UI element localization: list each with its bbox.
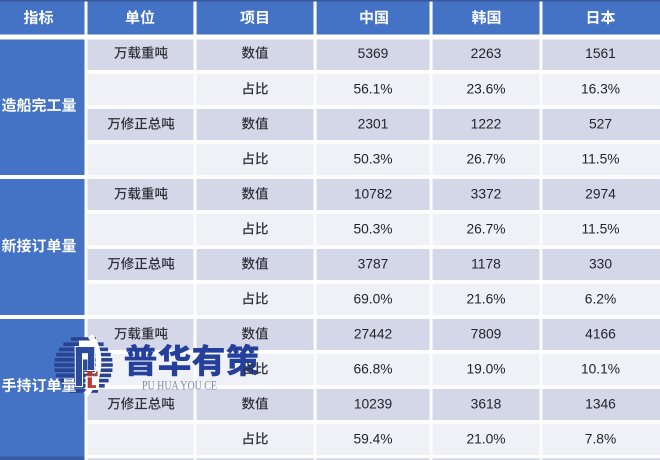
svg-text:19.0%: 19.0% — [466, 362, 505, 377]
svg-text:6.2%: 6.2% — [585, 292, 616, 307]
svg-text:21.0%: 21.0% — [466, 432, 505, 447]
svg-text:10782: 10782 — [354, 187, 392, 202]
svg-text:1346: 1346 — [585, 397, 616, 412]
svg-text:1178: 1178 — [471, 257, 501, 272]
svg-text:23.6%: 23.6% — [466, 82, 505, 97]
svg-text:3618: 3618 — [471, 397, 502, 412]
svg-text:16.3%: 16.3% — [581, 82, 620, 97]
svg-text:26.7%: 26.7% — [466, 152, 505, 167]
svg-text:66.8%: 66.8% — [353, 362, 392, 377]
svg-text:1561: 1561 — [585, 46, 616, 61]
svg-text:3787: 3787 — [358, 257, 389, 272]
svg-text:PU HUA YOU CE: PU HUA YOU CE — [142, 378, 217, 392]
svg-text:2974: 2974 — [585, 187, 616, 202]
svg-text:10239: 10239 — [354, 397, 393, 412]
svg-text:11.5%: 11.5% — [581, 222, 619, 237]
svg-text:4166: 4166 — [585, 327, 616, 342]
svg-text:3372: 3372 — [471, 187, 502, 202]
svg-text:1222: 1222 — [471, 117, 502, 132]
svg-text:2301: 2301 — [358, 117, 389, 132]
svg-text:26.7%: 26.7% — [466, 222, 505, 237]
svg-text:50.3%: 50.3% — [353, 152, 392, 167]
svg-text:2263: 2263 — [471, 46, 502, 61]
svg-text:330: 330 — [589, 257, 612, 272]
svg-text:50.3%: 50.3% — [353, 222, 392, 237]
svg-text:27442: 27442 — [354, 327, 392, 342]
svg-text:10.1%: 10.1% — [581, 362, 620, 377]
svg-text:56.1%: 56.1% — [353, 82, 392, 97]
svg-text:69.0%: 69.0% — [353, 292, 392, 307]
svg-text:527: 527 — [589, 117, 612, 132]
svg-text:11.5%: 11.5% — [581, 152, 619, 167]
svg-text:5369: 5369 — [358, 46, 389, 61]
svg-text:7.8%: 7.8% — [585, 432, 616, 447]
svg-text:21.6%: 21.6% — [466, 292, 505, 307]
svg-text:59.4%: 59.4% — [353, 432, 392, 447]
svg-text:7809: 7809 — [471, 327, 502, 342]
